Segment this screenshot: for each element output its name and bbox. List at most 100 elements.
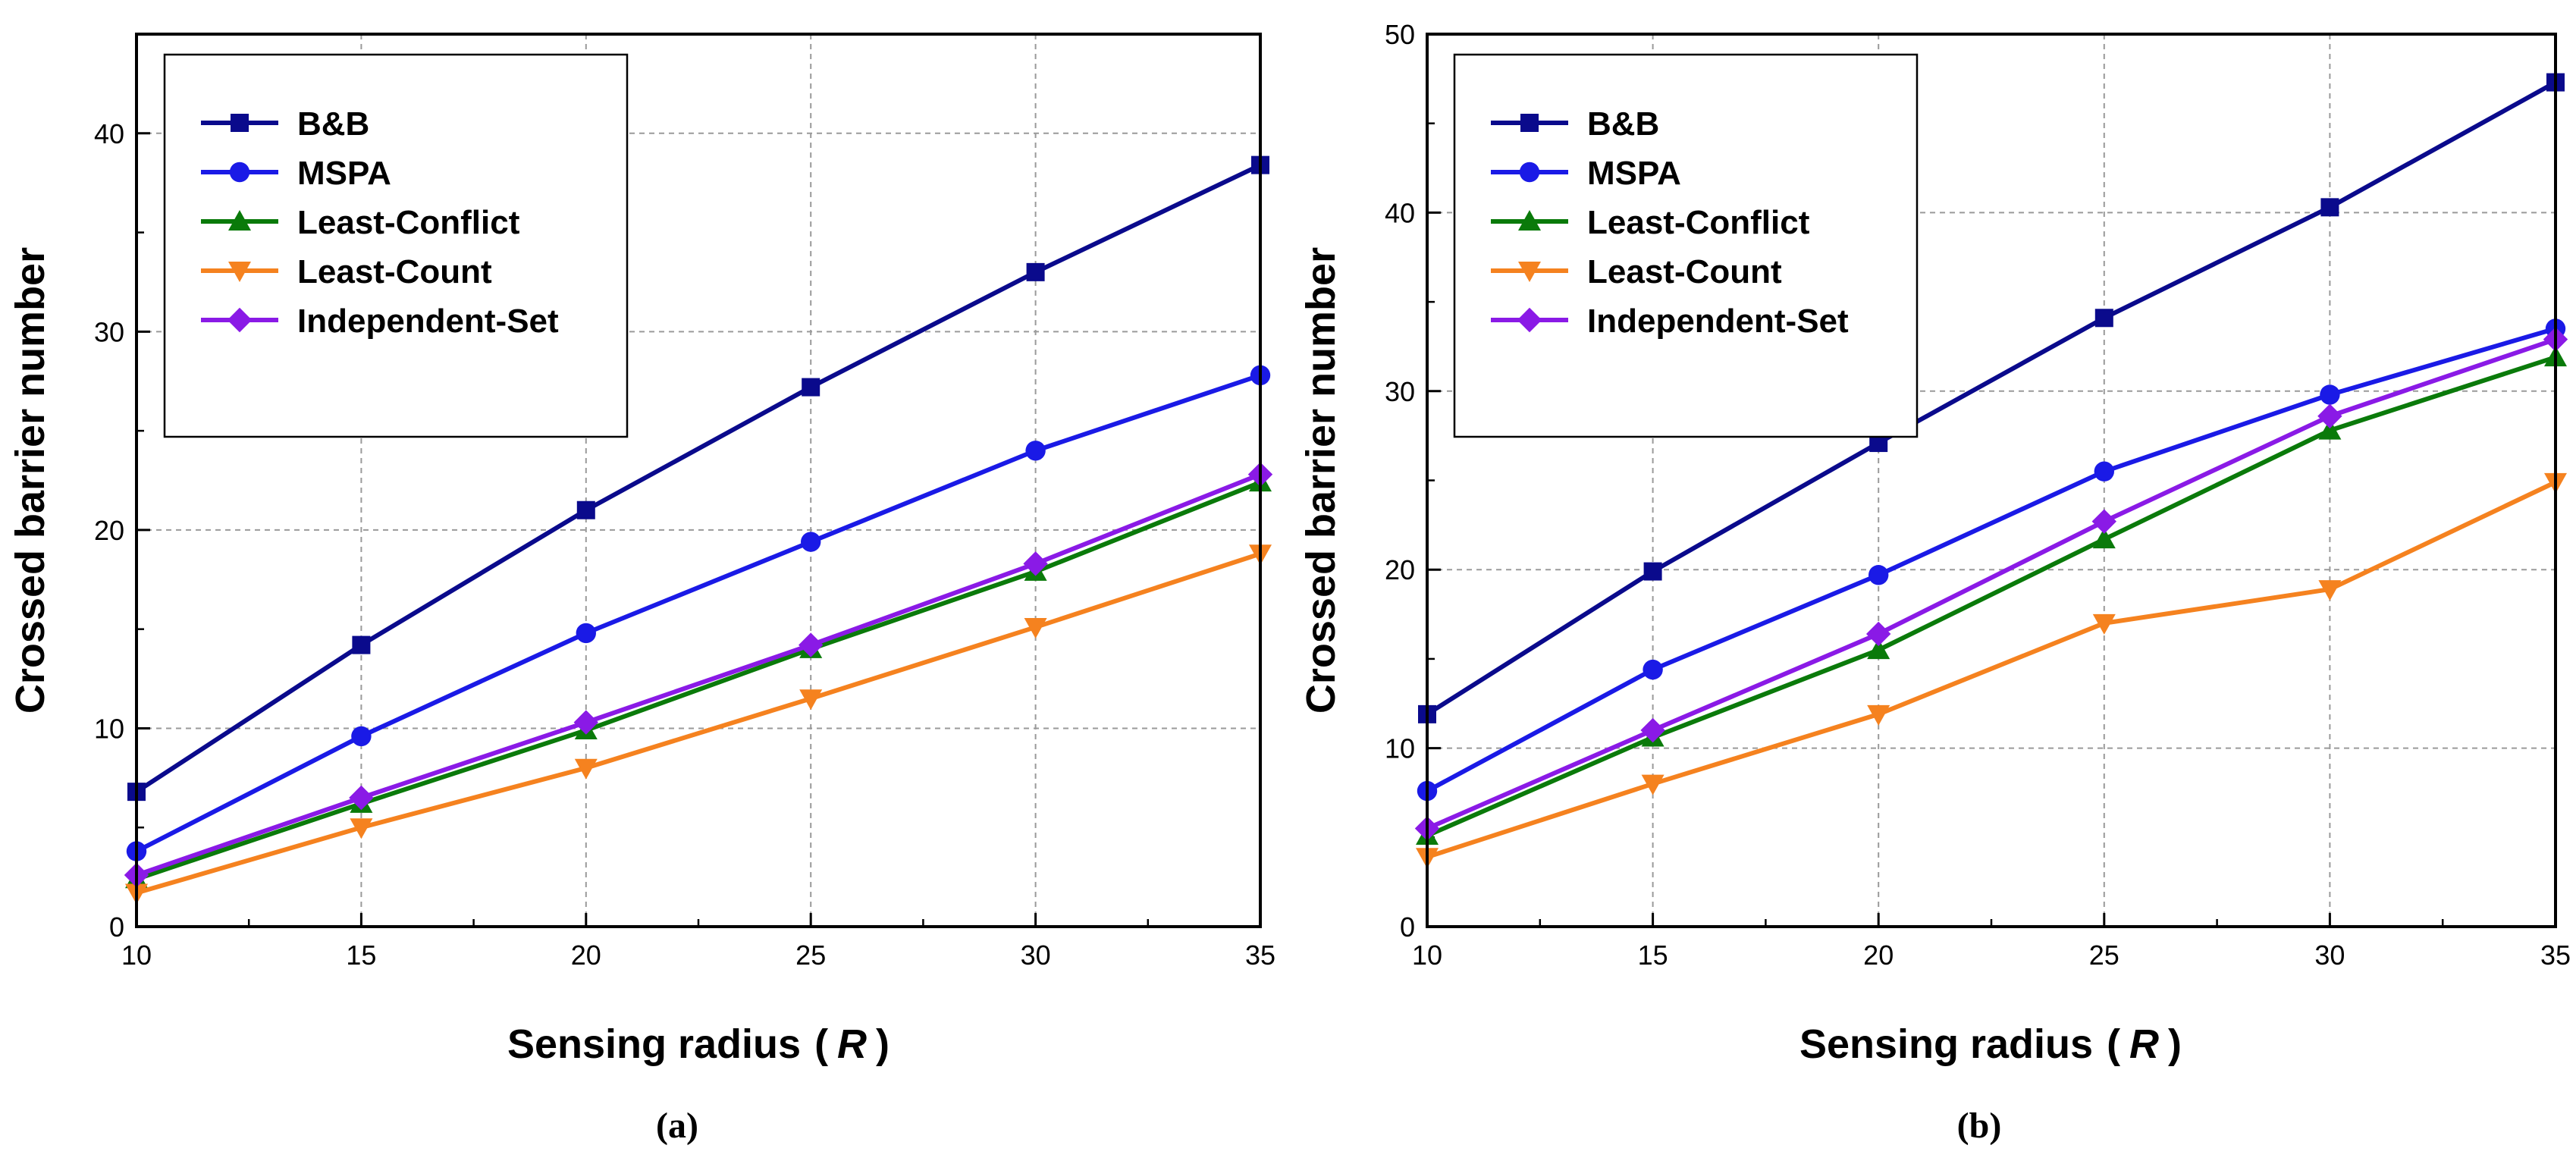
- panel-caption: (a): [656, 1106, 698, 1146]
- data-point: [2317, 403, 2342, 428]
- data-point: [1867, 638, 1890, 660]
- legend-label: B&B: [297, 105, 369, 143]
- data-point: [801, 532, 821, 552]
- y-tick-label: 20: [1385, 554, 1415, 585]
- legend-marker: [228, 210, 251, 231]
- panel-caption: (b): [1957, 1106, 2002, 1146]
- series-line: [136, 472, 1262, 877]
- x-tick-label: 35: [2540, 940, 2571, 971]
- x-axis-title-open: (: [2107, 1021, 2120, 1067]
- y-tick-label: 30: [94, 316, 124, 347]
- legend-marker: [227, 307, 253, 333]
- series-line: [1426, 337, 2556, 831]
- series-line: [1426, 480, 2557, 860]
- x-axis-title-open: (: [814, 1021, 828, 1067]
- y-tick-label: 0: [109, 911, 124, 943]
- series-least-count: [125, 544, 1272, 905]
- series-line: [136, 480, 1262, 882]
- legend-marker: [1520, 114, 1539, 132]
- legend-marker: [1518, 210, 1541, 231]
- series-line: [135, 162, 1262, 794]
- legend-marker: [1519, 162, 1540, 183]
- series-line: [1426, 355, 2556, 838]
- legend-marker: [228, 262, 251, 282]
- data-point: [1643, 562, 1662, 581]
- legend-label: Least-Conflict: [1587, 204, 1810, 241]
- x-tick-label: 20: [1863, 940, 1894, 971]
- data-point: [2092, 613, 2116, 635]
- x-axis-title-text: Sensing radius: [1799, 1021, 2093, 1067]
- x-axis-title: Sensing radius (R): [1799, 1021, 2182, 1067]
- data-point: [1026, 262, 1045, 281]
- x-tick-label: 20: [571, 940, 601, 971]
- data-point: [2318, 580, 2342, 601]
- x-tick-label: 35: [1245, 940, 1275, 971]
- series-line: [1426, 326, 2556, 793]
- y-tick-label: 40: [1385, 197, 1415, 228]
- data-point: [350, 818, 373, 839]
- plot-frame: [135, 33, 1262, 928]
- data-point: [2094, 309, 2113, 328]
- legend-box: [163, 53, 629, 438]
- legend-label: MSPA: [1587, 155, 1681, 192]
- x-tick-label: 15: [346, 940, 376, 971]
- data-point: [352, 635, 371, 654]
- data-point: [2320, 384, 2340, 405]
- x-axis-title-close: ): [876, 1021, 890, 1067]
- data-point: [799, 632, 824, 657]
- data-point: [1643, 659, 1663, 680]
- series-least-conflict: [125, 471, 1272, 889]
- data-point: [351, 726, 372, 747]
- x-axis-title-variable: R: [2129, 1021, 2159, 1067]
- x-tick-label: 30: [2314, 940, 2345, 971]
- x-tick-label: 30: [1021, 940, 1051, 971]
- data-point: [1867, 704, 1890, 726]
- x-tick-label: 25: [795, 940, 826, 971]
- legend-marker: [1517, 307, 1542, 333]
- legend-label: Independent-Set: [1587, 303, 1849, 340]
- legend-label: Least-Conflict: [297, 204, 520, 241]
- x-axis-title: Sensing radius (R): [507, 1021, 890, 1067]
- y-tick-label: 10: [94, 713, 124, 744]
- legend: B&B MSPA Least-Conflict Least-Count Independ…: [163, 53, 629, 438]
- series-mspa: [126, 365, 1271, 861]
- x-tick-label: 10: [121, 940, 152, 971]
- legend-marker: [229, 162, 250, 183]
- x-tick-label: 15: [1638, 940, 1668, 971]
- series-least-count: [1416, 472, 2567, 869]
- y-tick-label: 40: [94, 118, 124, 149]
- data-point: [576, 500, 595, 519]
- series-line: [135, 373, 1261, 854]
- data-point: [576, 623, 596, 644]
- y-tick-label: 0: [1400, 911, 1415, 943]
- series-line: [136, 551, 1261, 896]
- data-point: [2092, 528, 2116, 549]
- data-point: [1866, 621, 1891, 647]
- plot-frame: [1426, 33, 2557, 928]
- y-axis-title: Crossed barrier number: [1298, 247, 1344, 714]
- data-point: [802, 378, 820, 397]
- x-tick-label: 10: [1412, 940, 1442, 971]
- data-point: [574, 758, 598, 780]
- y-axis-title: Crossed barrier number: [8, 247, 53, 714]
- data-point: [1640, 717, 1665, 743]
- legend-marker: [1518, 262, 1541, 282]
- legend-label: MSPA: [297, 155, 391, 192]
- data-point: [349, 785, 374, 811]
- y-tick-label: 50: [1385, 19, 1415, 50]
- chart-panel-b: 10 15 20 25 30 3501020304050B&BMSPALeast-Conf…: [1298, 19, 2571, 1146]
- x-axis-title-close: ): [2168, 1021, 2182, 1067]
- x-tick-label: 25: [2089, 940, 2119, 971]
- legend-label: B&B: [1587, 105, 1659, 143]
- data-point: [799, 689, 823, 711]
- data-point: [2091, 509, 2116, 534]
- legend-label: Least-Count: [1587, 253, 1782, 290]
- data-point: [1023, 551, 1048, 576]
- x-axis-title-text: Sensing radius: [507, 1021, 801, 1067]
- legend: B&B MSPA Least-Conflict Least-Count Independ…: [1453, 53, 1919, 438]
- x-axis-title-variable: R: [837, 1021, 867, 1067]
- data-point: [1641, 774, 1665, 795]
- data-point: [1868, 565, 1889, 585]
- y-tick-label: 20: [94, 515, 124, 546]
